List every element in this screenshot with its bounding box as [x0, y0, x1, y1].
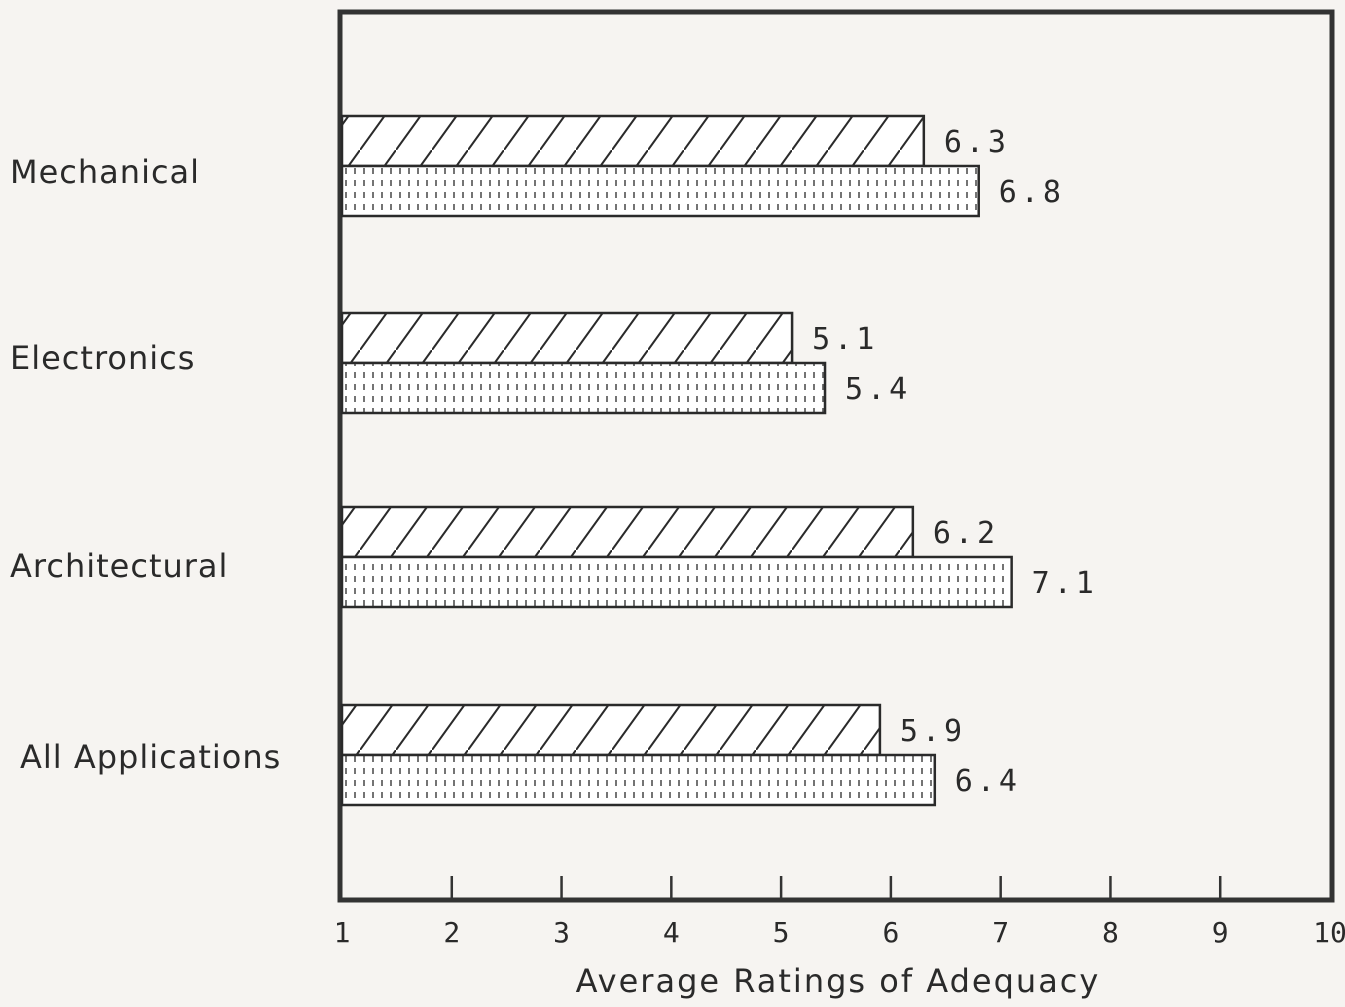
plot-frame — [337, 9, 1335, 903]
x-tick-label: 6 — [882, 916, 899, 949]
x-tick-label: 2 — [443, 916, 460, 949]
bars-group: 6.3 6.8 5.1 5.4 6.2 7.1 5.9 6.4 — [340, 114, 1098, 807]
x-tick-label: 3 — [553, 916, 570, 949]
bar-series-2-mechanical — [340, 164, 980, 218]
value-label: 6.8 — [999, 175, 1065, 210]
category-labels: Mechanical Electronics Architectural All Ap… — [10, 153, 281, 776]
x-tick-label: 4 — [663, 916, 680, 949]
bar-series-2-all-applications — [340, 753, 937, 807]
value-label: 5.4 — [845, 372, 911, 407]
bar-series-1-all-applications — [340, 703, 882, 757]
value-label: 5.9 — [900, 714, 966, 749]
x-axis: 1 2 3 4 5 6 7 8 9 10 — [334, 876, 1345, 949]
value-label: 7.1 — [1032, 566, 1098, 601]
value-label: 6.3 — [944, 125, 1010, 160]
x-tick-label: 8 — [1102, 916, 1119, 949]
bar-series-1-mechanical — [340, 114, 926, 168]
x-tick-label: 7 — [992, 916, 1009, 949]
value-label: 6.4 — [955, 764, 1021, 799]
bar-series-1-electronics — [340, 311, 794, 365]
value-label: 6.2 — [933, 516, 999, 551]
value-label: 5.1 — [812, 322, 878, 357]
x-tick-label: 9 — [1212, 916, 1229, 949]
bar-series-2-architectural — [340, 555, 1013, 609]
x-tick-label: 5 — [773, 916, 790, 949]
bar-series-2-electronics — [340, 361, 827, 415]
category-label: All Applications — [20, 738, 281, 776]
category-label: Electronics — [10, 339, 195, 377]
bar-series-1-architectural — [340, 505, 915, 559]
category-label: Mechanical — [10, 153, 200, 191]
x-tick-label: 10 — [1313, 916, 1345, 949]
x-axis-title: Average Ratings of Adequacy — [576, 962, 1101, 1000]
category-label: Architectural — [10, 547, 228, 585]
x-tick-label: 1 — [334, 916, 351, 949]
